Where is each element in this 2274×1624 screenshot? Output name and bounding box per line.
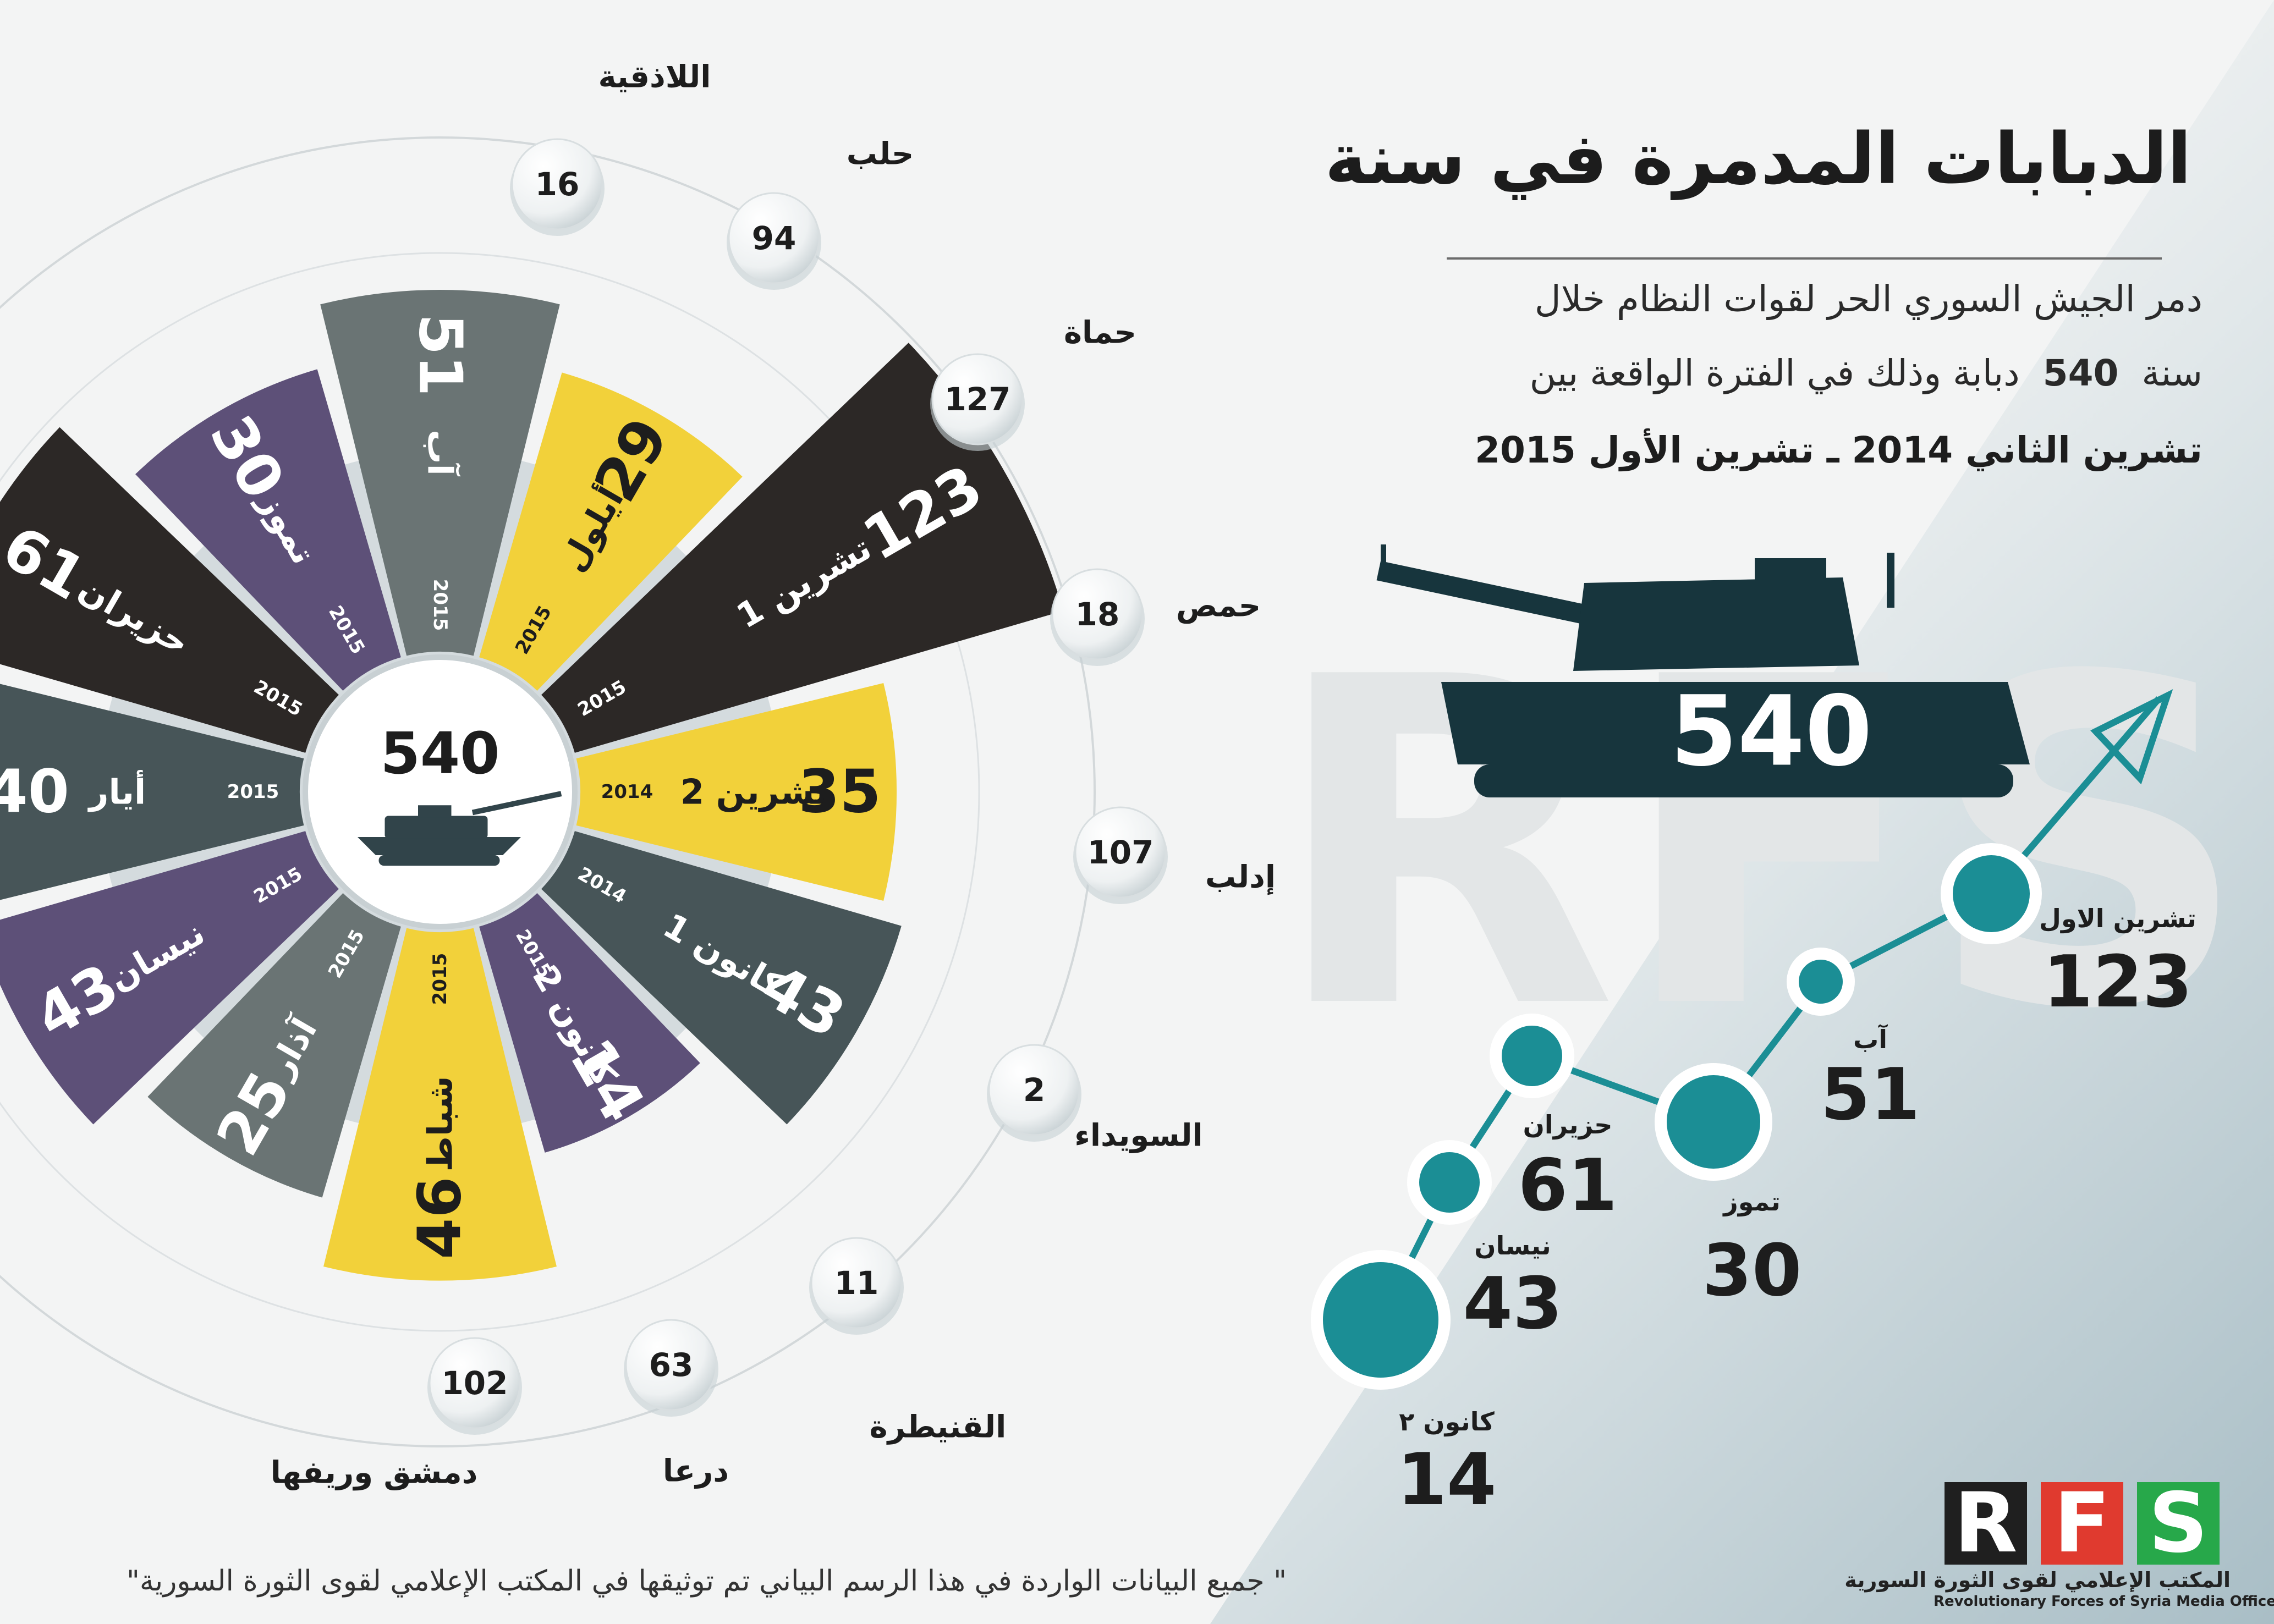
region-bubble-3 xyxy=(931,353,1024,445)
region-value-4: 18 xyxy=(1075,596,1120,633)
description-prefix: سنة xyxy=(2141,352,2202,394)
trend-label-2: نيسان xyxy=(1474,1231,1551,1260)
trend-point-4 xyxy=(1667,1075,1760,1169)
trend-point-5 xyxy=(1799,960,1843,1004)
outer-ring xyxy=(0,136,1096,1447)
region-bubble-1 xyxy=(511,138,603,230)
description-line-2: سنة 540 دبابة وذلك في الفترة الواقعة بين xyxy=(1530,352,2202,394)
trend-point-1 xyxy=(1323,1262,1438,1378)
logo-letter-r: R xyxy=(1954,1476,2018,1571)
description-period: تشرين الثاني 2014 ـ تشرين الأول 2015 xyxy=(1475,429,2202,471)
trend-value-6: 123 xyxy=(2043,940,2192,1023)
region-value-5: 107 xyxy=(1087,834,1154,871)
tank-graphic xyxy=(1376,544,2030,797)
logo-block-s xyxy=(2137,1482,2220,1565)
tank-total: 540 xyxy=(1670,675,1872,788)
trend-arrow-head xyxy=(2090,689,2173,785)
region-value-2: 94 xyxy=(752,219,797,257)
wedge-1 xyxy=(320,290,560,656)
wedge-year-4: 2014 xyxy=(601,781,653,803)
trend-label-4: تموز xyxy=(1722,1187,1780,1216)
region-bubble-6 xyxy=(988,1044,1080,1136)
logo-english-name: Revolutionary Forces of Syria Media Offi… xyxy=(1934,1593,2274,1610)
trend-label-1: كانون ٢ xyxy=(1399,1407,1495,1436)
trend-label-6: تشرين الاول xyxy=(2039,904,2196,933)
region-label-1: اللاذقية xyxy=(598,59,711,95)
wedge-label-10: أيار xyxy=(87,770,146,812)
wedge-4 xyxy=(576,682,897,901)
region-bubble-2 xyxy=(728,192,820,284)
trend-value-2: 43 xyxy=(1463,1262,1563,1345)
wedge-9 xyxy=(0,831,339,1125)
trend-value-5: 51 xyxy=(1821,1053,1920,1136)
description-suffix: دبابة وذلك في الفترة الواقعة بين xyxy=(1529,352,2020,394)
center-tank-icon xyxy=(358,791,562,866)
region-value-3: 127 xyxy=(944,381,1010,418)
wedge-7 xyxy=(323,928,557,1281)
wedge-year-1: 2015 xyxy=(429,579,451,631)
source-note: " جميع البيانات الواردة في هذا الرسم الب… xyxy=(127,1565,1287,1598)
wedge-value-1: 51 xyxy=(406,313,475,396)
rfs-watermark: RFS xyxy=(1270,583,2250,1108)
logo-letter-s: S xyxy=(2148,1476,2209,1571)
logo-block-r xyxy=(1945,1482,2027,1565)
middle-ring xyxy=(0,252,980,1332)
center-total: 540 xyxy=(380,720,499,787)
region-bubble-4 xyxy=(1051,568,1144,660)
trend-point-2 xyxy=(1419,1152,1480,1213)
region-label-3: حماة xyxy=(1064,315,1136,351)
rfs-logo: R F S المكتب الإعلامي لقوى الثورة السوري… xyxy=(1844,1482,2274,1610)
logo-letter-f: F xyxy=(2053,1476,2111,1571)
region-label-4: حمص xyxy=(1176,588,1261,624)
wedge-value-10: 40 xyxy=(0,758,69,827)
logo-block-f xyxy=(2041,1482,2123,1565)
wedge-label-7: شباط xyxy=(420,1076,460,1172)
center-disc xyxy=(303,654,578,929)
region-bubble-9 xyxy=(429,1337,521,1429)
region-label-6: السويداء xyxy=(1074,1118,1203,1154)
wedge-label-1: آب xyxy=(420,430,462,476)
wedge-label-4: تشرين 2 xyxy=(680,772,828,812)
region-value-8: 63 xyxy=(649,1346,694,1384)
region-label-5: إدلب xyxy=(1205,860,1276,895)
region-label-7: القنيطرة xyxy=(870,1410,1007,1445)
wedge-10 xyxy=(0,684,304,900)
trend-value-4: 30 xyxy=(1702,1229,1802,1312)
wedge-value-7: 46 xyxy=(406,1176,475,1259)
region-label-8: درعا xyxy=(663,1454,729,1489)
trend-value-1: 14 xyxy=(1397,1438,1497,1521)
region-value-9: 102 xyxy=(441,1364,508,1402)
wedge-12 xyxy=(135,369,401,691)
region-value-6: 2 xyxy=(1023,1071,1045,1109)
trend-value-3: 61 xyxy=(1518,1143,1618,1227)
region-bubble-8 xyxy=(625,1319,717,1411)
page-title: الدبابات المدمرة في سنة xyxy=(1325,118,2191,200)
description-total: 540 xyxy=(2042,352,2119,394)
wedge-2 xyxy=(479,372,743,691)
logo-arabic-name: المكتب الإعلامي لقوى الثورة السورية xyxy=(1844,1568,2231,1592)
region-label-2: حلب xyxy=(847,136,914,172)
region-bubble-5 xyxy=(1074,806,1167,899)
trend-label-3: حزيران xyxy=(1523,1110,1613,1139)
wedge-6 xyxy=(479,893,700,1153)
description-line-1: دمر الجيش السوري الحر لقوات النظام خلال xyxy=(1534,278,2202,320)
trend-point-3 xyxy=(1502,1026,1562,1086)
trend-label-5: آب xyxy=(1853,1024,1888,1054)
region-value-1: 16 xyxy=(535,166,580,203)
wedge-11 xyxy=(0,427,339,753)
wedge-5 xyxy=(541,831,902,1125)
wedge-value-4: 35 xyxy=(798,758,881,827)
title-divider xyxy=(1447,257,2162,260)
logo-letters: R F S xyxy=(1934,1482,2231,1565)
trend-point-6 xyxy=(1953,855,2030,932)
wedge-year-10: 2015 xyxy=(227,781,279,803)
region-label-9: دمشق وريفها xyxy=(271,1455,478,1491)
region-value-7: 11 xyxy=(834,1264,879,1302)
wedge-year-7: 2015 xyxy=(429,953,451,1005)
region-bubble-7 xyxy=(810,1237,903,1329)
wedge-3 xyxy=(541,343,1064,753)
wedge-8 xyxy=(147,893,401,1198)
